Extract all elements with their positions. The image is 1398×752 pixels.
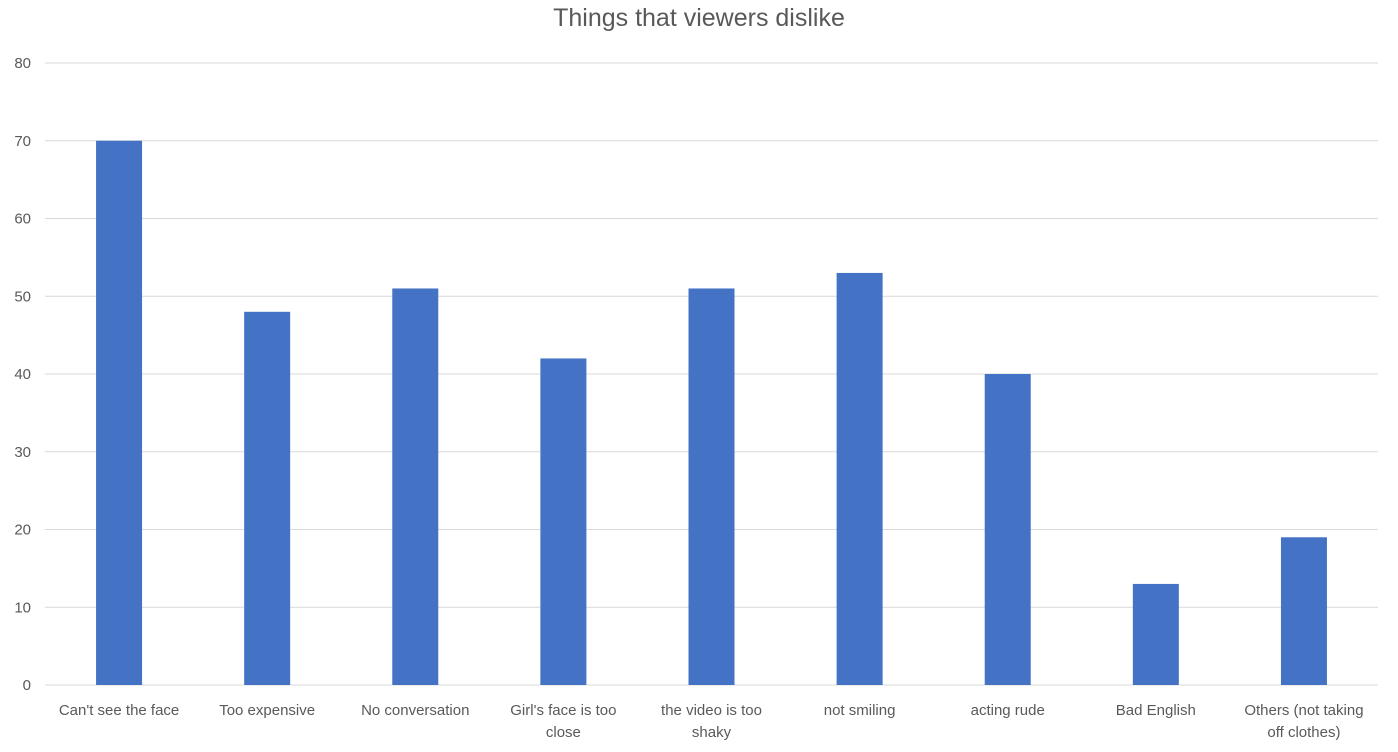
x-tick-label: shaky xyxy=(692,724,732,741)
x-tick-label: Girl's face is too xyxy=(510,702,616,719)
x-tick-label: Bad English xyxy=(1116,702,1196,719)
x-tick-label: not smiling xyxy=(824,702,896,719)
bar xyxy=(540,358,587,685)
y-tick-label: 80 xyxy=(14,55,31,72)
y-tick-label: 30 xyxy=(14,444,31,461)
x-tick-label: acting rude xyxy=(971,702,1045,719)
x-tick-label: close xyxy=(546,724,581,741)
y-tick-label: 0 xyxy=(23,677,31,694)
y-tick-label: 60 xyxy=(14,211,31,228)
y-tick-label: 20 xyxy=(14,522,31,539)
x-tick-label: off clothes) xyxy=(1267,724,1340,741)
bar xyxy=(1280,537,1327,685)
chart-title: Things that viewers dislike xyxy=(553,4,845,32)
bar xyxy=(244,311,291,685)
y-tick-label: 10 xyxy=(14,599,31,616)
x-tick-label: No conversation xyxy=(361,702,469,719)
x-tick-label: Others (not taking xyxy=(1244,702,1363,719)
x-tick-label: Too expensive xyxy=(219,702,315,719)
x-tick-label: the video is too xyxy=(661,702,762,719)
bar xyxy=(688,288,735,685)
bar xyxy=(984,374,1031,685)
x-tick-label: Can't see the face xyxy=(59,702,179,719)
y-tick-label: 50 xyxy=(14,288,31,305)
y-tick-label: 40 xyxy=(14,366,31,383)
bar xyxy=(392,288,439,685)
bar xyxy=(1132,583,1179,685)
y-tick-label: 70 xyxy=(14,133,31,150)
bar xyxy=(96,140,143,685)
bar xyxy=(836,272,883,685)
